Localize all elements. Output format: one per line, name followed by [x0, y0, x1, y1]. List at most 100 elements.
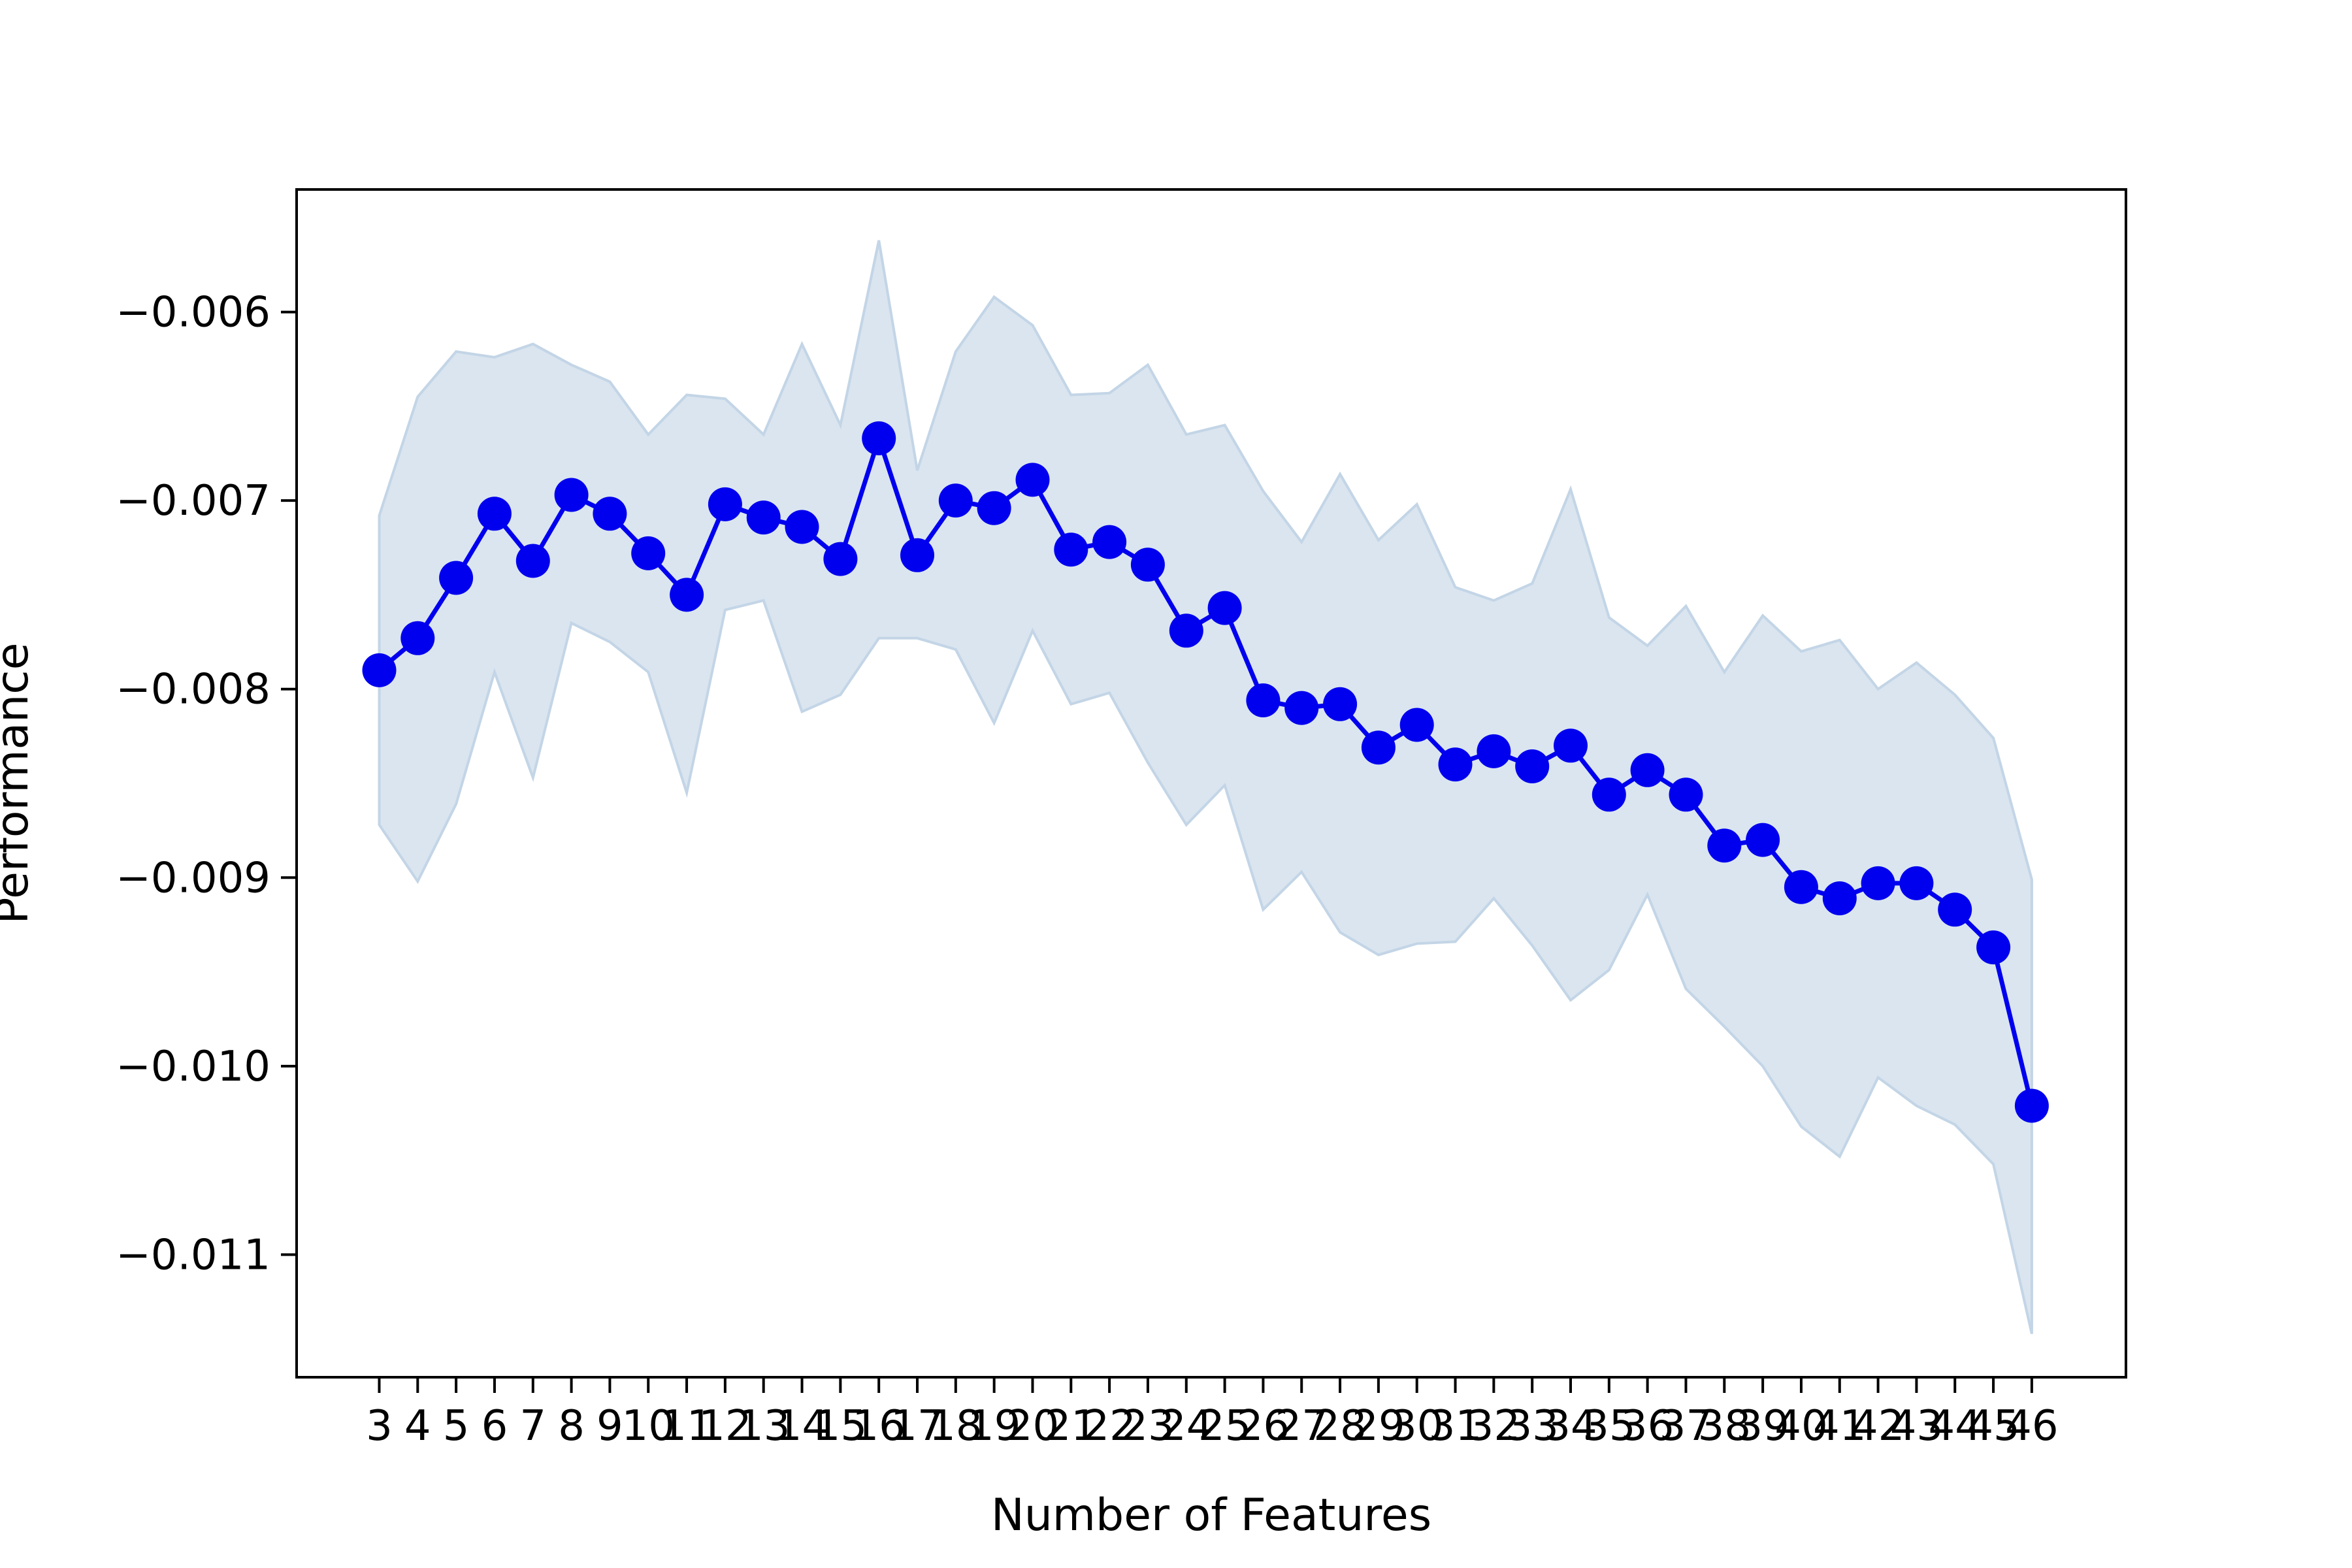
x-tick-label: 10 — [622, 1402, 675, 1450]
x-tick-label: 7 — [519, 1402, 546, 1450]
y-tick-label: −0.010 — [116, 1043, 270, 1091]
x-tick-label: 9 — [596, 1402, 623, 1450]
y-tick-label: −0.011 — [116, 1231, 270, 1279]
data-point — [977, 491, 1011, 525]
x-tick-label: 36 — [1621, 1402, 1674, 1450]
data-point — [1015, 463, 1050, 497]
x-tick-label: 28 — [1313, 1402, 1366, 1450]
x-tick-label: 37 — [1659, 1402, 1712, 1450]
x-tick-label: 35 — [1582, 1402, 1635, 1450]
y-axis-ticks: −0.011 −0.010 −0.009 −0.008 −0.007 −0.006 — [116, 289, 297, 1279]
data-point — [593, 497, 627, 531]
x-tick-label: 20 — [1006, 1402, 1059, 1450]
data-point — [515, 544, 550, 578]
data-point — [1361, 730, 1396, 765]
data-point — [1477, 734, 1511, 768]
x-tick-label: 42 — [1852, 1402, 1904, 1450]
data-point — [1438, 747, 1473, 782]
data-point — [1246, 683, 1281, 717]
x-tick-label: 34 — [1544, 1402, 1597, 1450]
x-tick-label: 43 — [1890, 1402, 1943, 1450]
x-tick-label: 11 — [660, 1402, 713, 1450]
data-point — [1554, 728, 1588, 763]
data-point — [938, 483, 973, 518]
x-tick-label: 45 — [1967, 1402, 2019, 1450]
y-tick-label: −0.008 — [116, 666, 270, 714]
x-tick-label: 25 — [1198, 1402, 1251, 1450]
x-tick-label: 30 — [1390, 1402, 1443, 1450]
data-point — [1169, 613, 1203, 648]
x-tick-label: 40 — [1774, 1402, 1827, 1450]
data-point — [708, 487, 742, 521]
axes-frame — [295, 188, 2127, 1379]
x-axis-ticks: 3 4 5 6 7 8 9101112131415161718192021222324252… — [366, 1377, 2059, 1450]
data-point — [900, 538, 934, 572]
y-tick-label: −0.006 — [116, 289, 270, 337]
data-point — [1323, 687, 1358, 721]
x-tick-label: 46 — [2005, 1402, 2058, 1450]
x-tick-label: 27 — [1275, 1402, 1328, 1450]
data-point — [1822, 881, 1857, 915]
data-point — [1592, 777, 1626, 812]
plot-area — [362, 240, 2049, 1335]
data-point — [823, 542, 858, 576]
x-tick-label: 44 — [1929, 1402, 1982, 1450]
data-point — [1630, 753, 1665, 787]
x-tick-label: 22 — [1083, 1402, 1135, 1450]
x-tick-label: 17 — [890, 1402, 943, 1450]
x-tick-label: 3 — [366, 1402, 393, 1450]
data-point — [746, 500, 781, 535]
data-point — [1707, 828, 1742, 863]
x-tick-label: 19 — [968, 1402, 1021, 1450]
x-tick-label: 14 — [776, 1402, 828, 1450]
x-tick-label: 26 — [1237, 1402, 1290, 1450]
data-point — [631, 536, 666, 570]
data-point — [862, 421, 896, 455]
data-point — [1130, 547, 1165, 582]
x-tick-label: 31 — [1429, 1402, 1482, 1450]
data-point — [1938, 892, 1972, 927]
y-axis-label: Performance — [0, 643, 39, 924]
data-point — [1784, 870, 1818, 904]
x-tick-label: 6 — [482, 1402, 508, 1450]
data-point — [1399, 708, 1434, 742]
data-point — [362, 653, 397, 687]
x-tick-label: 32 — [1467, 1402, 1520, 1450]
x-tick-label: 33 — [1505, 1402, 1558, 1450]
x-axis-label: Number of Features — [991, 1490, 1431, 1541]
x-tick-label: 15 — [814, 1402, 867, 1450]
x-tick-label: 24 — [1160, 1402, 1213, 1450]
x-tick-label: 12 — [698, 1402, 751, 1450]
x-tick-label: 16 — [852, 1402, 905, 1450]
data-point — [785, 510, 819, 544]
data-point — [1861, 866, 1895, 900]
x-tick-label: 41 — [1813, 1402, 1866, 1450]
data-point — [439, 561, 474, 595]
data-point — [477, 497, 512, 531]
x-tick-label: 18 — [929, 1402, 982, 1450]
data-point — [670, 578, 704, 612]
data-point — [1207, 591, 1242, 625]
x-tick-label: 13 — [737, 1402, 790, 1450]
data-point — [1669, 777, 1703, 812]
data-point — [400, 621, 435, 655]
data-point — [1515, 749, 1550, 783]
x-tick-label: 23 — [1121, 1402, 1174, 1450]
data-point — [1899, 866, 1934, 900]
x-tick-label: 38 — [1698, 1402, 1751, 1450]
x-tick-label: 39 — [1736, 1402, 1789, 1450]
data-point — [2014, 1088, 2049, 1123]
data-point — [1284, 691, 1319, 725]
x-tick-label: 21 — [1045, 1402, 1098, 1450]
x-tick-label: 4 — [404, 1402, 431, 1450]
data-point — [554, 478, 589, 512]
data-point — [1746, 823, 1780, 857]
confidence-band — [378, 240, 2033, 1335]
x-tick-label: 8 — [558, 1402, 585, 1450]
data-point — [1054, 532, 1088, 567]
data-point — [1976, 930, 2011, 965]
x-tick-label: 29 — [1352, 1402, 1405, 1450]
data-point — [1092, 525, 1127, 559]
x-tick-label: 5 — [443, 1402, 470, 1450]
